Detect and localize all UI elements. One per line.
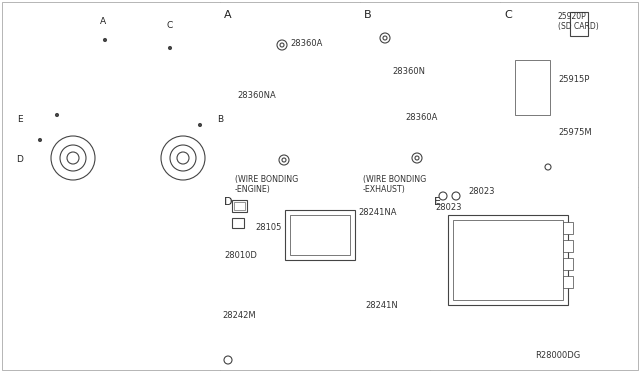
Circle shape bbox=[452, 192, 460, 200]
Text: D: D bbox=[17, 155, 24, 164]
Text: E: E bbox=[434, 197, 441, 207]
Circle shape bbox=[277, 40, 287, 50]
Circle shape bbox=[198, 124, 202, 126]
Text: D: D bbox=[224, 197, 232, 207]
Text: B: B bbox=[364, 10, 372, 20]
Text: 28242M: 28242M bbox=[222, 311, 255, 320]
Circle shape bbox=[104, 38, 106, 42]
Text: 28023: 28023 bbox=[435, 202, 461, 212]
Circle shape bbox=[412, 153, 422, 163]
Circle shape bbox=[380, 33, 390, 43]
Text: B: B bbox=[217, 115, 223, 125]
Bar bbox=[290, 215, 350, 255]
Text: (WIRE BONDING
-ENGINE): (WIRE BONDING -ENGINE) bbox=[235, 175, 298, 195]
Text: 25975M: 25975M bbox=[558, 128, 591, 137]
Bar bbox=[232, 218, 244, 228]
Text: C: C bbox=[504, 10, 512, 20]
Bar bbox=[563, 258, 573, 270]
Circle shape bbox=[51, 136, 95, 180]
Circle shape bbox=[60, 145, 86, 171]
Text: 28241N: 28241N bbox=[365, 301, 397, 310]
Circle shape bbox=[67, 152, 79, 164]
Text: 28360N: 28360N bbox=[392, 67, 425, 77]
Text: A: A bbox=[224, 10, 232, 20]
Bar bbox=[563, 240, 573, 252]
Circle shape bbox=[168, 46, 172, 49]
Text: C: C bbox=[167, 20, 173, 29]
Text: 28360NA: 28360NA bbox=[237, 90, 276, 99]
Text: 28360A: 28360A bbox=[405, 113, 437, 122]
Text: E: E bbox=[17, 115, 23, 125]
Text: 28010D: 28010D bbox=[224, 250, 257, 260]
Circle shape bbox=[224, 356, 232, 364]
Text: 28241NA: 28241NA bbox=[358, 208, 397, 217]
Text: A: A bbox=[100, 17, 106, 26]
Text: 28105: 28105 bbox=[255, 224, 282, 232]
Circle shape bbox=[177, 152, 189, 164]
Circle shape bbox=[545, 164, 551, 170]
Bar bbox=[234, 202, 245, 210]
Circle shape bbox=[161, 136, 205, 180]
Text: 25920P
(SD CARD): 25920P (SD CARD) bbox=[558, 12, 599, 31]
Circle shape bbox=[38, 138, 42, 141]
Circle shape bbox=[56, 113, 58, 116]
Bar bbox=[515, 60, 550, 115]
Circle shape bbox=[415, 156, 419, 160]
Bar bbox=[453, 220, 563, 300]
Bar bbox=[285, 210, 355, 260]
Circle shape bbox=[170, 145, 196, 171]
Bar bbox=[563, 222, 573, 234]
Text: 28023: 28023 bbox=[468, 187, 495, 196]
Text: R28000DG: R28000DG bbox=[535, 350, 580, 359]
Circle shape bbox=[439, 192, 447, 200]
Circle shape bbox=[282, 158, 286, 162]
Text: (WIRE BONDING
-EXHAUST): (WIRE BONDING -EXHAUST) bbox=[363, 175, 426, 195]
Text: 25915P: 25915P bbox=[558, 75, 589, 84]
Bar bbox=[563, 276, 573, 288]
Circle shape bbox=[383, 36, 387, 40]
Bar bbox=[232, 200, 247, 212]
Circle shape bbox=[280, 43, 284, 47]
Bar bbox=[570, 12, 588, 36]
Text: 28360A: 28360A bbox=[290, 38, 323, 48]
Bar bbox=[448, 215, 568, 305]
Circle shape bbox=[279, 155, 289, 165]
